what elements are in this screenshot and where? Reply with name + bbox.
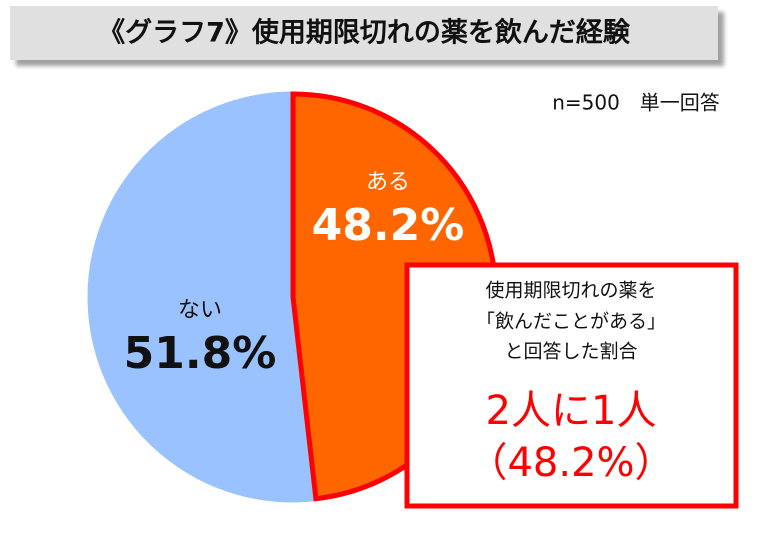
pie	[87, 91, 499, 503]
chart-title: 《グラフ7》使用期限切れの薬を飲んだ経験	[98, 17, 631, 49]
annotation-highlight: 2人に1人	[486, 388, 657, 434]
annotation-text: 「飲んだことがある」	[476, 311, 666, 333]
slice-value: 48.2%	[312, 200, 465, 251]
slice-value: 51.8%	[124, 328, 277, 379]
slice-labels: ある 48.2% ない 51.8%	[124, 170, 465, 379]
slice-category: ある	[366, 170, 410, 195]
annotation-highlight: （48.2%）	[467, 440, 674, 486]
pie-slice	[87, 91, 319, 503]
annotation-box	[404, 262, 739, 509]
annotation-text: 使用期限切れの薬を	[485, 280, 656, 302]
chart-subtitle: n=500 単一回答	[552, 91, 720, 115]
slice-category: ない	[178, 298, 222, 323]
annotation-text: と回答した割合	[504, 341, 637, 363]
title-bar	[10, 6, 718, 60]
